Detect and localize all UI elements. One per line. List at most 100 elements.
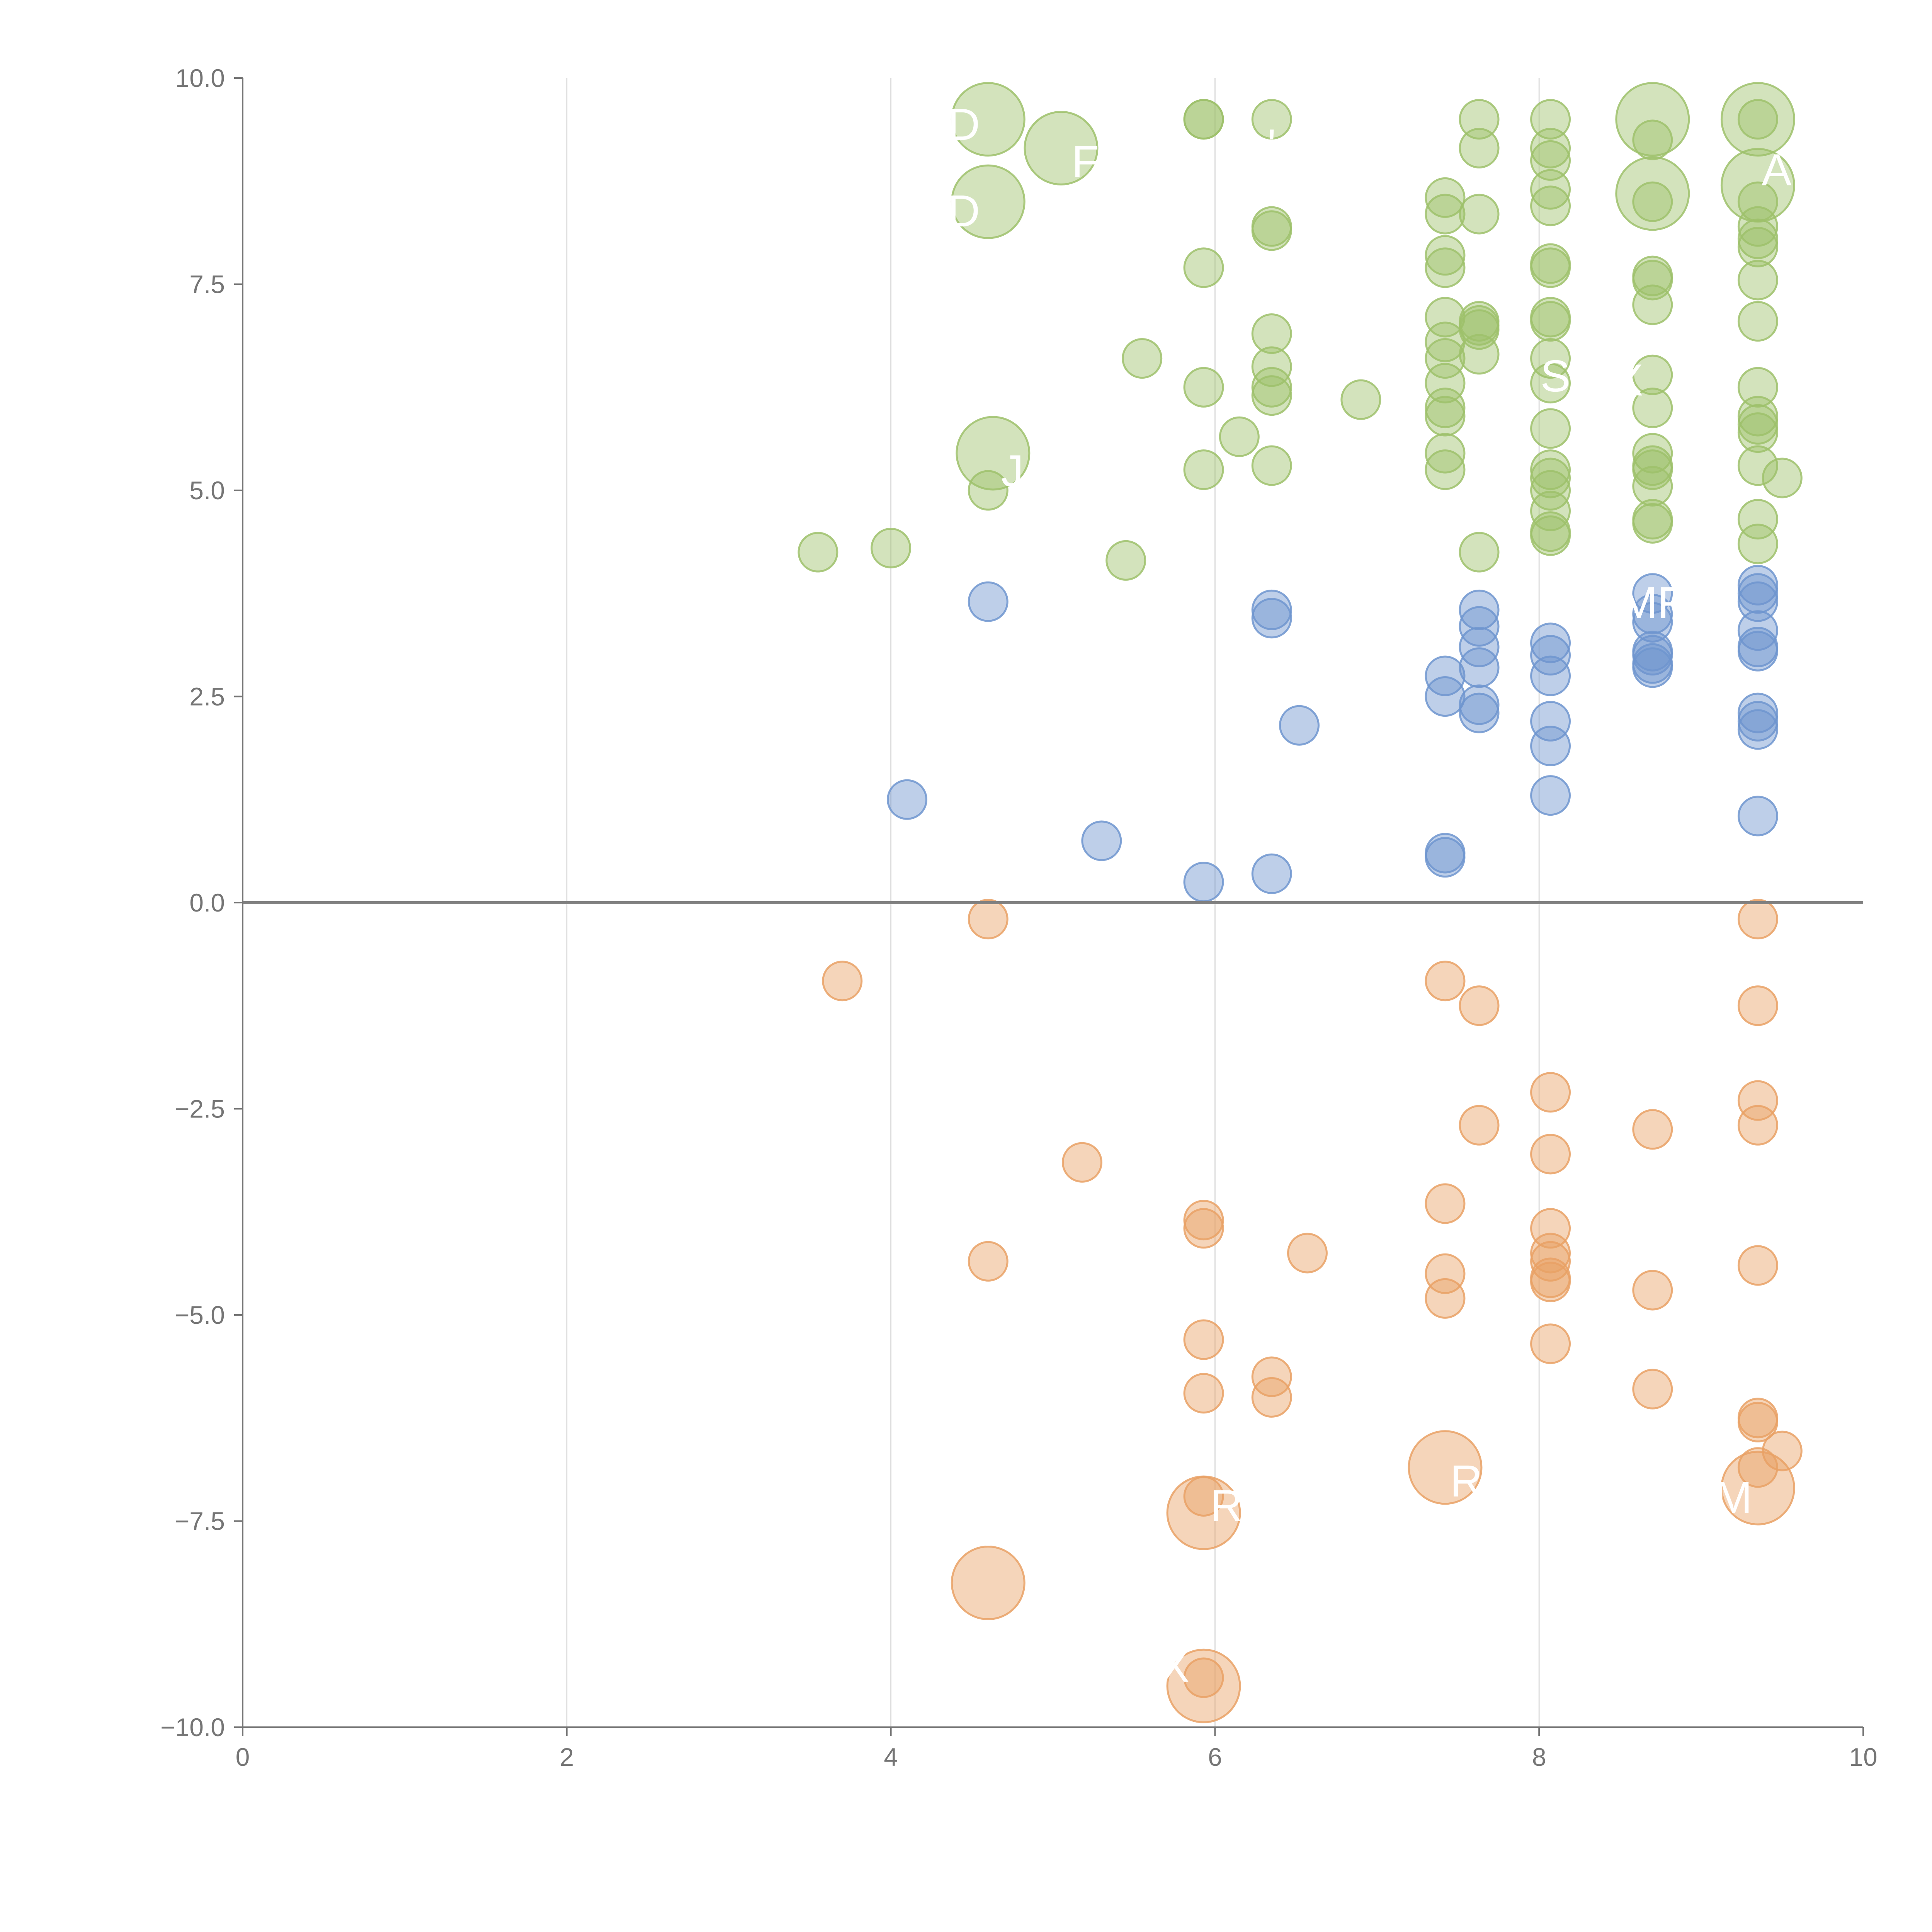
green-point (1183, 247, 1224, 288)
orange-point (1425, 1183, 1466, 1224)
x-tick-label: 2 (560, 1743, 574, 1771)
green-point (1737, 301, 1778, 342)
blue-point (1251, 853, 1292, 894)
point-annotation: X (1160, 1641, 1189, 1692)
point-annotation: F (1071, 136, 1099, 187)
orange-point (1737, 1105, 1778, 1146)
green-point (1737, 260, 1778, 301)
orange-point (1530, 1233, 1571, 1274)
orange-point (1408, 1430, 1483, 1505)
orange-point (1530, 1134, 1571, 1175)
green-point (1425, 247, 1466, 288)
green-point (1737, 367, 1778, 408)
blue-point (1737, 796, 1778, 837)
orange-point (1737, 1245, 1778, 1286)
blue-point (1632, 602, 1673, 643)
blue-point (1459, 626, 1500, 667)
green-point (1024, 111, 1099, 185)
x-tick-label: 6 (1208, 1743, 1222, 1771)
y-tick-label: 10.0 (175, 64, 225, 92)
blue-point (1737, 709, 1778, 750)
orange-point (968, 899, 1009, 940)
green-point (1737, 404, 1778, 445)
blue-point (1530, 775, 1571, 816)
orange-point (1632, 1270, 1673, 1311)
blue-point (1737, 631, 1778, 672)
green-point (1425, 235, 1466, 276)
orange-point (1251, 1356, 1292, 1397)
point-annotation: X (1613, 355, 1643, 405)
blue-point (1632, 635, 1673, 676)
x-tick-label: 4 (884, 1743, 898, 1771)
blue-point (1183, 862, 1224, 903)
y-tick-label: 5.0 (189, 476, 225, 505)
axes-layer: 0 2 4 6 8 10 10.0 7.5 5.0 2.5 0.0 −2.5 −5.0 −7.5 −10.0 (160, 64, 1878, 1771)
blue-point (1425, 655, 1466, 696)
point-annotation: I (982, 1505, 994, 1556)
orange-point (1459, 1105, 1500, 1146)
green-point (1632, 354, 1673, 395)
blue-point (1737, 581, 1778, 622)
green-point (1530, 470, 1571, 511)
orange-point (1530, 1208, 1571, 1249)
y-tick-label: 7.5 (189, 270, 225, 299)
green-point (1425, 177, 1466, 218)
point-annotation: APB (1762, 145, 1851, 195)
orange-point (968, 1241, 1009, 1282)
blue-point (1632, 647, 1673, 688)
point-annotation: S (1540, 351, 1570, 401)
green-point (1530, 301, 1571, 342)
blue-point (1251, 589, 1292, 630)
orange-point (1287, 1233, 1328, 1274)
y-tick-label: 2.5 (189, 682, 225, 711)
blue-point (1425, 837, 1466, 878)
point-annotation: S (1540, 582, 1570, 632)
blue-point (1459, 647, 1500, 688)
blue-point (1530, 655, 1571, 696)
orange-point (1632, 1109, 1673, 1150)
y-tick-label: −7.5 (175, 1507, 225, 1536)
orange-point (951, 1546, 1026, 1621)
blue-point (887, 779, 928, 820)
blue-point (1081, 820, 1122, 861)
green-point (1425, 338, 1466, 379)
green-point (956, 416, 1031, 491)
green-point (1425, 433, 1466, 474)
blue-point (1459, 589, 1500, 630)
green-point (1530, 140, 1571, 181)
point-annotation: M (1715, 1472, 1752, 1522)
blue-point (1737, 610, 1778, 651)
orange-point (1183, 1208, 1224, 1249)
orange-point (1737, 1447, 1778, 1488)
green-point (1340, 379, 1381, 420)
green-point (1183, 99, 1224, 140)
green-point (1183, 449, 1224, 490)
y-tick-label: −2.5 (175, 1095, 225, 1123)
orange-point (1183, 1319, 1224, 1360)
green-point (968, 470, 1009, 511)
green-point (1632, 449, 1673, 490)
orange-point (1530, 1241, 1571, 1282)
blue-point (1251, 598, 1292, 639)
orange-point (1166, 1648, 1241, 1723)
orange-point (1737, 1401, 1778, 1442)
green-point (1219, 416, 1260, 457)
point-annotation: MF (1620, 578, 1685, 628)
blue-point (1737, 565, 1778, 605)
green-point (1105, 540, 1146, 581)
orange-point (1425, 1253, 1466, 1294)
blue-point (1530, 622, 1571, 663)
blue-point (1530, 726, 1571, 767)
green-point (1530, 490, 1571, 531)
green-point (1530, 338, 1571, 379)
green-point (1530, 128, 1571, 168)
green-point (1251, 367, 1292, 408)
blue-point (1459, 684, 1500, 725)
green-point (1737, 99, 1778, 140)
green-point (1737, 524, 1778, 565)
orange-point (1530, 1262, 1571, 1303)
orange-point (1632, 1369, 1673, 1410)
green-point (1530, 169, 1571, 210)
blue-point (1279, 705, 1320, 746)
